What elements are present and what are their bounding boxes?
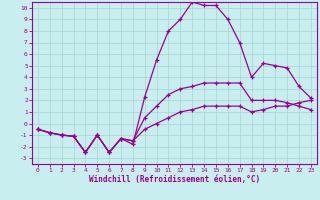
- X-axis label: Windchill (Refroidissement éolien,°C): Windchill (Refroidissement éolien,°C): [89, 175, 260, 184]
